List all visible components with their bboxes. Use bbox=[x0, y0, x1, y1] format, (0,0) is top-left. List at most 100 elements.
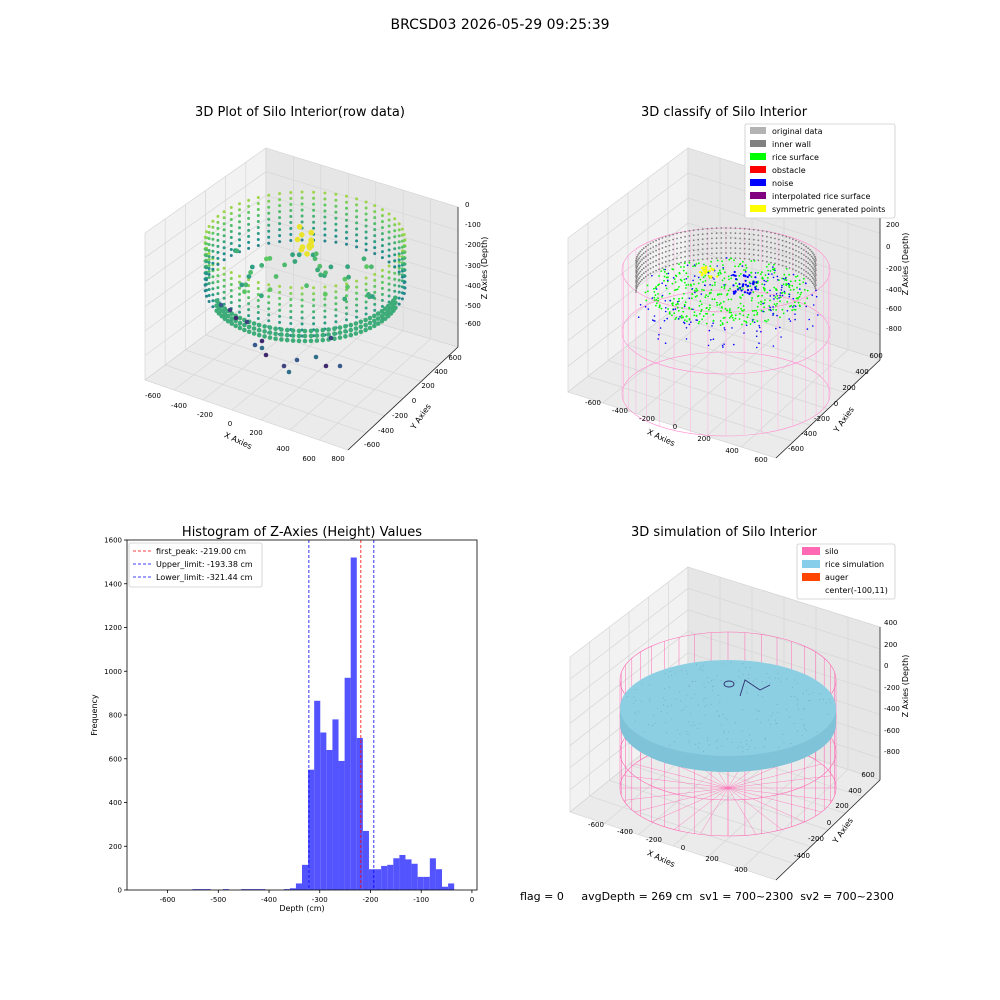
data-point bbox=[373, 234, 377, 238]
data-point bbox=[248, 270, 254, 275]
data-point bbox=[375, 321, 381, 326]
surface-dot bbox=[804, 728, 806, 730]
data-point bbox=[644, 250, 647, 253]
data-point bbox=[364, 212, 368, 216]
data-point bbox=[267, 223, 271, 227]
data-point bbox=[692, 259, 695, 262]
data-point bbox=[207, 249, 211, 252]
data-point bbox=[671, 282, 674, 285]
data-point bbox=[238, 214, 241, 218]
data-point bbox=[730, 274, 733, 277]
x-axis-label: X Axies bbox=[646, 848, 677, 869]
data-point bbox=[725, 247, 727, 249]
surface-dot bbox=[770, 723, 772, 725]
data-point bbox=[647, 308, 650, 310]
data-point bbox=[207, 267, 211, 270]
z-tick-label: -200 bbox=[886, 265, 902, 273]
y-tick-label: 400 bbox=[848, 787, 861, 795]
data-point bbox=[251, 326, 257, 331]
data-point bbox=[402, 233, 406, 236]
surface-dot bbox=[806, 730, 807, 732]
data-point bbox=[673, 278, 676, 280]
data-point bbox=[323, 221, 327, 225]
y-tick-label: 600 bbox=[861, 771, 874, 779]
data-point bbox=[728, 278, 730, 281]
surface-dot bbox=[703, 698, 705, 700]
surface-dot bbox=[666, 732, 668, 734]
surface-dot bbox=[715, 740, 717, 742]
data-point bbox=[373, 210, 377, 214]
data-point bbox=[716, 304, 719, 306]
surface-dot bbox=[794, 679, 796, 681]
data-point bbox=[805, 250, 808, 253]
surface-dot bbox=[668, 686, 670, 688]
data-point bbox=[672, 268, 675, 271]
data-point bbox=[781, 294, 784, 297]
data-point bbox=[267, 211, 271, 215]
data-point bbox=[638, 257, 640, 260]
data-point bbox=[749, 282, 751, 285]
surface-dot bbox=[746, 692, 748, 694]
data-point bbox=[757, 249, 760, 252]
data-point bbox=[706, 242, 709, 245]
data-point bbox=[741, 283, 745, 287]
data-point bbox=[653, 291, 656, 293]
data-point bbox=[322, 291, 328, 297]
data-point bbox=[229, 254, 233, 257]
data-point bbox=[229, 311, 235, 316]
histogram-bar bbox=[350, 557, 357, 890]
histogram-bar bbox=[435, 869, 442, 890]
data-point bbox=[677, 300, 679, 303]
data-point bbox=[402, 245, 406, 248]
data-point bbox=[756, 295, 759, 298]
data-point bbox=[655, 239, 657, 242]
x-tick-label: -400 bbox=[612, 407, 628, 415]
data-point bbox=[778, 243, 780, 246]
x-tick-label: 400 bbox=[725, 447, 738, 455]
data-point bbox=[635, 289, 637, 292]
data-point bbox=[739, 242, 741, 245]
surface-dot bbox=[666, 712, 668, 714]
data-point bbox=[299, 244, 306, 250]
data-point bbox=[216, 232, 220, 236]
data-point bbox=[323, 191, 327, 195]
data-point bbox=[719, 271, 722, 274]
data-point bbox=[716, 294, 719, 296]
surface-dot bbox=[822, 698, 824, 700]
data-point bbox=[734, 242, 737, 245]
data-point bbox=[725, 237, 727, 239]
data-point bbox=[786, 301, 789, 303]
data-point bbox=[326, 332, 331, 337]
data-point bbox=[741, 309, 744, 312]
data-point bbox=[685, 338, 688, 340]
surface-dot bbox=[808, 700, 809, 702]
data-point bbox=[770, 231, 772, 234]
data-point bbox=[734, 237, 737, 240]
data-point bbox=[393, 217, 397, 221]
surface-dot bbox=[670, 704, 672, 706]
data-point bbox=[658, 305, 661, 308]
surface-dot bbox=[782, 733, 784, 735]
data-point bbox=[649, 272, 652, 275]
data-point bbox=[256, 238, 260, 241]
data-point bbox=[697, 228, 700, 231]
legend-swatch bbox=[802, 547, 820, 555]
data-point bbox=[355, 279, 359, 283]
data-point bbox=[642, 247, 645, 250]
surface-dot bbox=[768, 719, 770, 721]
data-point bbox=[779, 316, 781, 319]
data-point bbox=[323, 233, 327, 237]
histogram-bar bbox=[289, 888, 296, 890]
data-point bbox=[800, 257, 803, 260]
data-point bbox=[729, 232, 732, 234]
data-point bbox=[247, 216, 251, 220]
data-point bbox=[380, 232, 384, 236]
data-point bbox=[760, 303, 762, 306]
data-point bbox=[334, 308, 338, 312]
data-point bbox=[211, 267, 215, 271]
data-point bbox=[799, 293, 802, 296]
x-axis-line bbox=[775, 359, 881, 459]
data-point bbox=[809, 263, 811, 266]
data-point bbox=[774, 232, 776, 235]
surface-dot bbox=[764, 737, 766, 739]
